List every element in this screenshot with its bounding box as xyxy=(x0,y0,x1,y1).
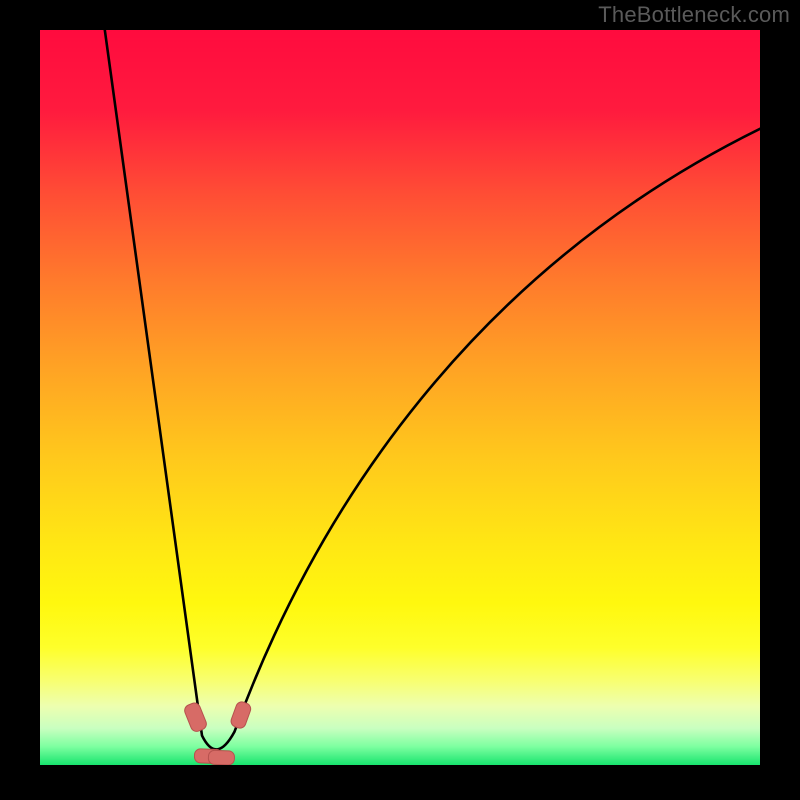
curve-marker xyxy=(208,750,234,765)
chart-svg xyxy=(0,0,800,800)
watermark-text: TheBottleneck.com xyxy=(598,2,790,28)
gradient-background xyxy=(40,30,760,765)
chart-wrapper: TheBottleneck.com xyxy=(0,0,800,800)
